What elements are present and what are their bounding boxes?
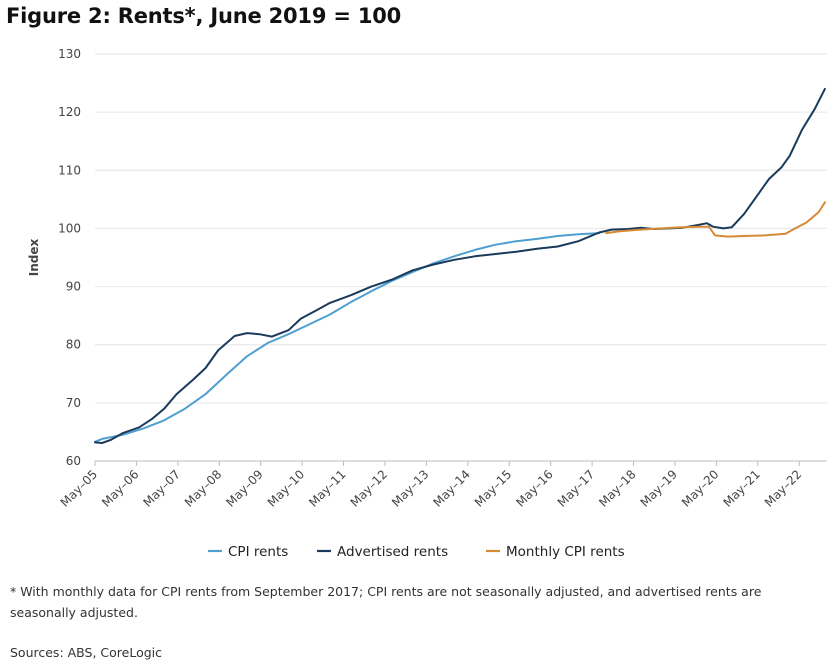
x-tick-label: May–22 [762, 467, 804, 509]
series-lines [94, 87, 826, 444]
y-tick-label: 130 [58, 47, 81, 61]
series-line-3 [605, 201, 826, 238]
x-tick-label: May–09 [223, 467, 265, 509]
x-tick-label: May–07 [140, 467, 182, 509]
x-tick-label: May–14 [430, 467, 472, 509]
gridlines [95, 53, 827, 462]
x-tick-label: May–16 [513, 467, 555, 509]
x-tick-label: May–12 [348, 467, 390, 509]
x-tick-label: May–18 [596, 467, 638, 509]
chart-title: Figure 2: Rents*, June 2019 = 100 [6, 4, 402, 28]
sources: Sources: ABS, CoreLogic [10, 645, 163, 660]
y-tick-label: 60 [66, 454, 81, 468]
legend-label: Monthly CPI rents [506, 544, 625, 560]
legend: CPI rents Advertised rents Monthly CPI ren… [208, 544, 625, 560]
footnote: * With monthly data for CPI rents from S… [10, 584, 762, 620]
x-tick-label: May–10 [265, 467, 307, 509]
legend-label: CPI rents [228, 544, 288, 560]
x-tick-label: May–08 [182, 467, 224, 509]
series-line-1 [94, 232, 601, 443]
series-line-2 [94, 87, 826, 444]
x-tick-label: May–21 [720, 467, 762, 509]
y-tick-label: 80 [66, 338, 81, 352]
x-tick-label: May–13 [389, 467, 431, 509]
x-tick-label: May–17 [555, 467, 597, 509]
y-tick-label: 70 [66, 396, 81, 410]
x-tick-label: May–15 [472, 467, 514, 509]
y-tick-label: 120 [58, 105, 81, 119]
x-axis: May–05May–06May–07May–08May–09May–10May–… [58, 461, 804, 510]
x-tick-label: May–19 [638, 467, 680, 509]
legend-label: Advertised rents [337, 544, 448, 560]
y-axis: 60 70 80 90 100 110 120 130 [58, 47, 81, 468]
y-axis-label: Index [27, 239, 41, 277]
x-tick-label: May–20 [679, 467, 721, 509]
y-tick-label: 90 [66, 280, 81, 294]
y-tick-label: 110 [58, 163, 81, 177]
y-tick-label: 100 [58, 221, 81, 235]
x-tick-label: May–05 [58, 467, 100, 509]
x-tick-label: May–11 [306, 467, 348, 509]
x-tick-label: May–06 [99, 467, 141, 509]
